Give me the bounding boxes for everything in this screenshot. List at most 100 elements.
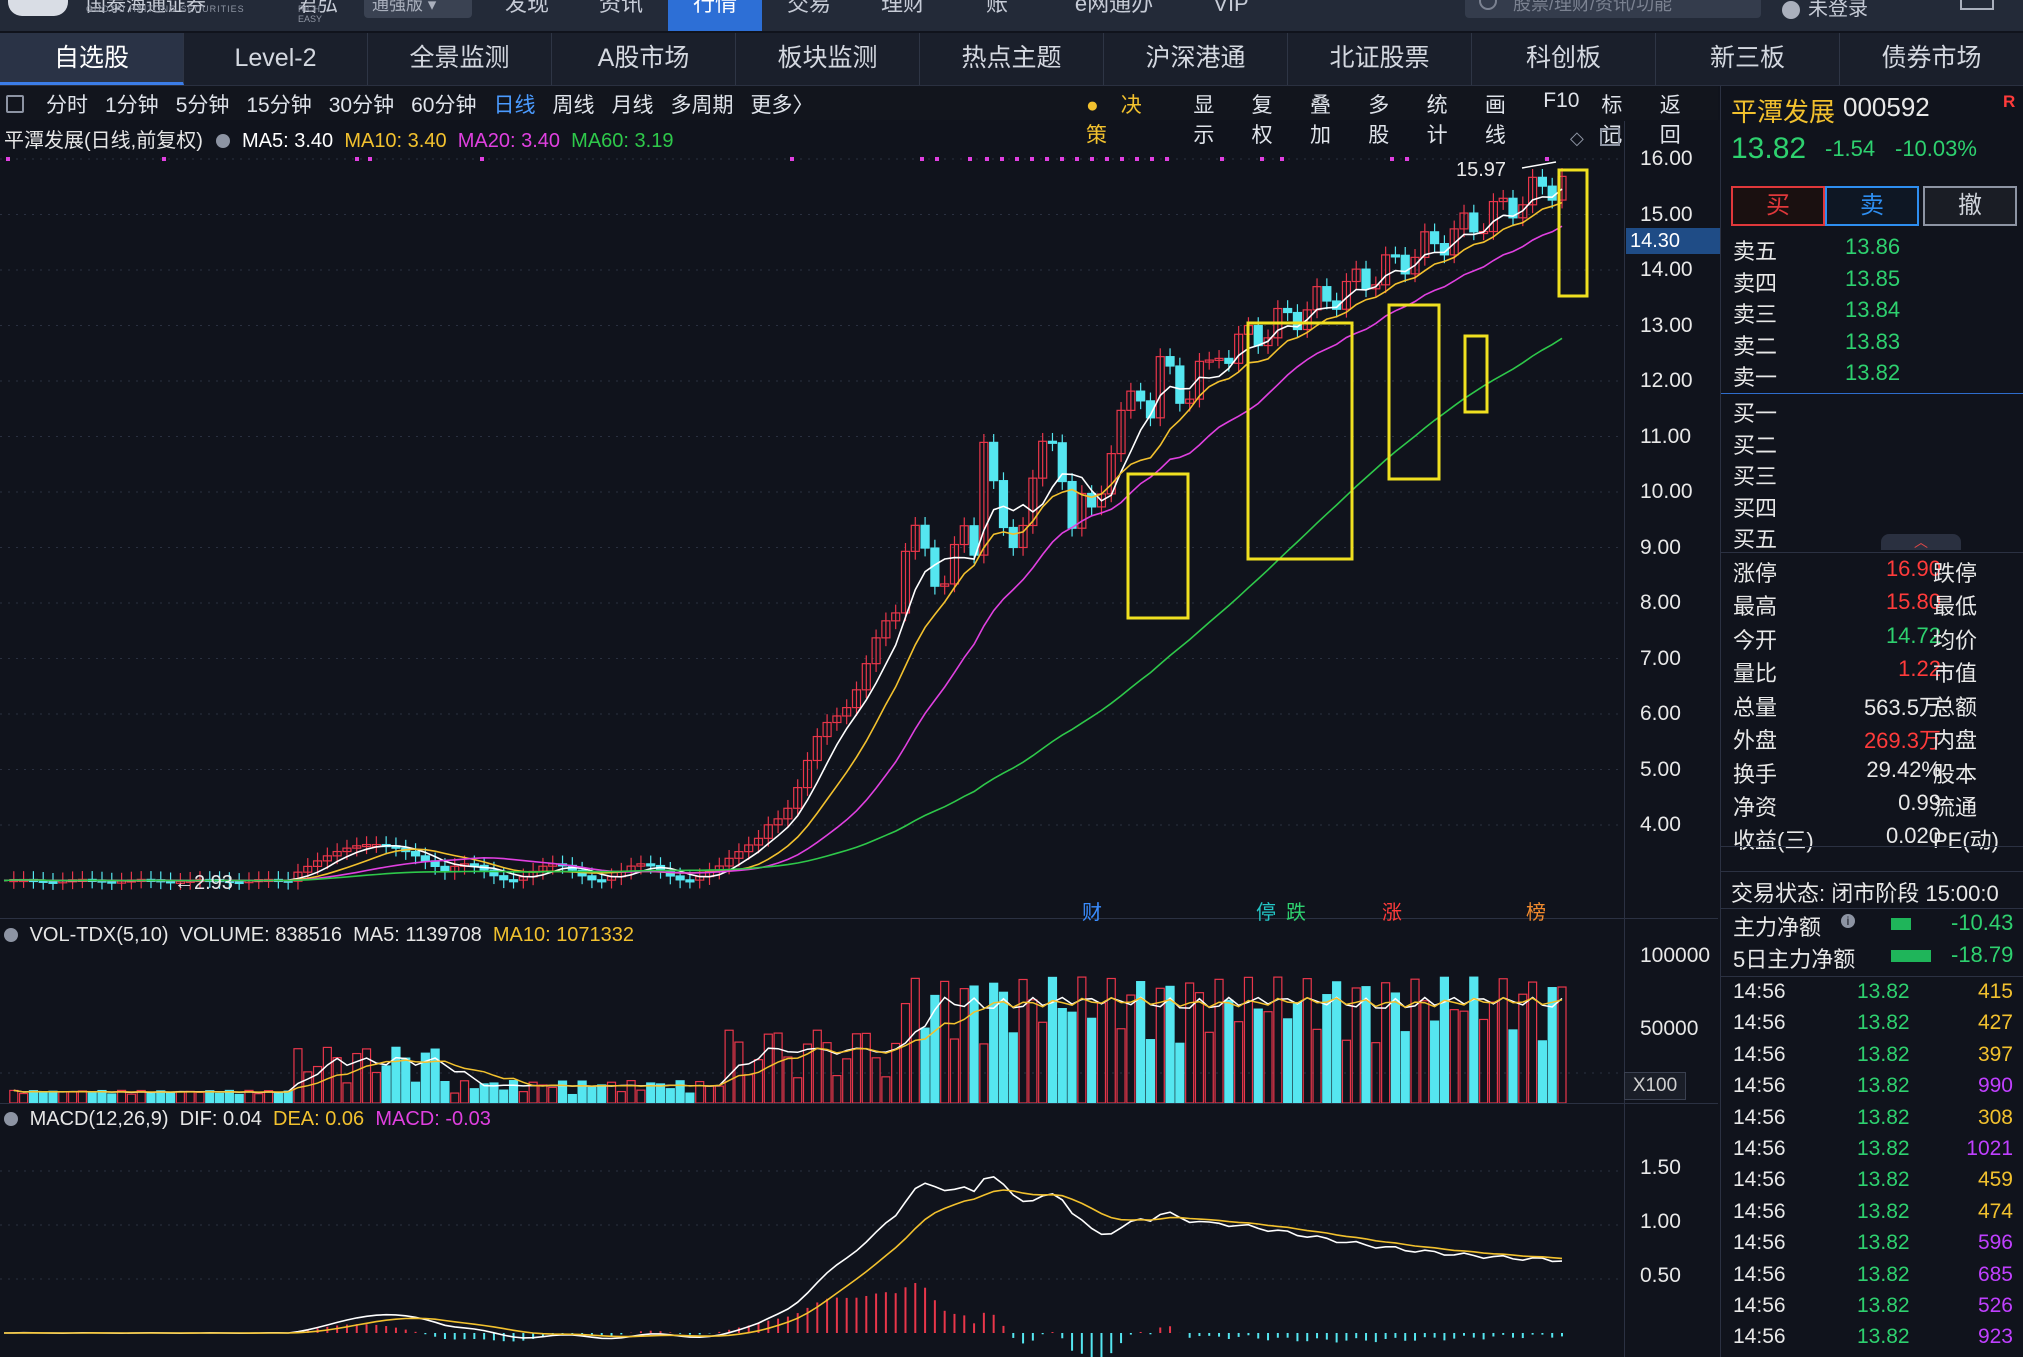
- collapse-caret-icon[interactable]: ︿: [1881, 534, 1961, 550]
- volume-bar: [518, 1091, 528, 1104]
- top-nav-item[interactable]: 资讯: [598, 0, 643, 16]
- settings-circle-icon[interactable]: [4, 928, 18, 942]
- tick-volume: 1021: [1966, 1137, 2013, 1160]
- volume-bar: [1400, 1031, 1410, 1104]
- candle-body: [1145, 400, 1156, 419]
- f10-button[interactable]: F10: [1543, 89, 1580, 112]
- panel-divider: [0, 918, 1718, 919]
- volume-bar: [1488, 1001, 1499, 1104]
- edition-dropdown[interactable]: 通强版 ▾: [364, 0, 472, 18]
- period-item[interactable]: 月线: [611, 94, 654, 117]
- stat-value: 563.5万: [1863, 695, 1941, 720]
- price-axis-label: 16.00: [1640, 147, 1693, 170]
- top-nav-item[interactable]: 发现: [504, 0, 549, 16]
- top-nav-item[interactable]: e网通办: [1074, 0, 1154, 16]
- period-item-selected[interactable]: 日线: [493, 94, 536, 117]
- tick-time: 14:56: [1733, 1199, 1786, 1223]
- main-net-5d-label: 5日主力净额: [1733, 947, 1856, 972]
- volume-bar: [1410, 978, 1420, 1104]
- event-tag-list[interactable]: 榜: [1526, 902, 1546, 924]
- ask-label: 卖一: [1733, 365, 1778, 390]
- volume-bar: [1498, 978, 1508, 1104]
- macd-line: [4, 1189, 1563, 1338]
- event-tag-finance[interactable]: 财: [1082, 902, 1102, 924]
- period-item-more[interactable]: 更多〉: [750, 94, 814, 117]
- period-item[interactable]: 5分钟: [175, 94, 230, 117]
- period-item[interactable]: 1分钟: [105, 94, 159, 117]
- volume-bar: [1361, 986, 1371, 1104]
- login-button[interactable]: 未登录: [1782, 0, 1868, 21]
- ask-label: 卖四: [1733, 271, 1778, 296]
- tab-hk-connect[interactable]: 沪深港通: [1104, 33, 1288, 85]
- sell-button[interactable]: 卖: [1825, 186, 1919, 226]
- display-button[interactable]: 显示: [1193, 94, 1215, 147]
- volume-bar: [322, 1046, 332, 1104]
- window-restore-icon[interactable]: [1960, 0, 1994, 10]
- price-axis-label: 14.00: [1640, 258, 1693, 281]
- multi-stock-button[interactable]: 多股: [1368, 94, 1390, 147]
- event-tag-rise[interactable]: 涨: [1382, 902, 1402, 924]
- period-item[interactable]: 60分钟: [411, 94, 477, 117]
- overlay-button[interactable]: 叠加: [1309, 94, 1331, 147]
- volume-bar: [1302, 978, 1312, 1104]
- top-nav-item[interactable]: 交易: [786, 0, 831, 16]
- layout-icon[interactable]: [1600, 128, 1621, 146]
- cancel-button[interactable]: 撤: [1923, 186, 2017, 226]
- stat-value: 1.22: [1898, 656, 1941, 681]
- top-nav-item[interactable]: VIP: [1213, 0, 1249, 16]
- kline-chart-canvas[interactable]: [0, 121, 1718, 1357]
- volume-bar: [254, 1093, 264, 1104]
- tab-watchlist[interactable]: 自选股: [0, 33, 184, 85]
- settings-circle-icon[interactable]: [216, 134, 231, 148]
- diamond-icon[interactable]: ◇: [1570, 128, 1584, 148]
- volume-bar: [499, 1089, 509, 1104]
- info-icon[interactable]: i: [1841, 914, 1855, 928]
- tab-star-market[interactable]: 科创板: [1472, 33, 1656, 85]
- settings-circle-icon[interactable]: [4, 1112, 18, 1126]
- ma5-value: MA5: 3.40: [242, 130, 334, 152]
- candle-body: [1361, 268, 1371, 290]
- volume-bar: [1165, 985, 1175, 1104]
- period-item[interactable]: 30分钟: [328, 94, 395, 117]
- period-item[interactable]: 15分钟: [246, 94, 312, 117]
- statistics-button[interactable]: 统计: [1426, 94, 1448, 147]
- candle-body: [842, 707, 852, 717]
- volume-bar: [469, 1088, 479, 1104]
- adjust-button[interactable]: 复权: [1251, 94, 1273, 147]
- draw-line-button[interactable]: 画线: [1484, 94, 1506, 147]
- top-nav-item[interactable]: 账: [985, 0, 1008, 16]
- tick-time: 14:56: [1733, 1011, 1786, 1035]
- back-button[interactable]: 返回: [1659, 94, 1681, 147]
- decision-button[interactable]: ● 决策: [1086, 89, 1171, 149]
- event-tag-drop[interactable]: 跌: [1286, 902, 1306, 924]
- volume-bar: [371, 1071, 381, 1104]
- candle-body: [1175, 365, 1185, 404]
- top-nav-item[interactable]: 理财: [880, 0, 925, 16]
- volume-bars: [9, 976, 1567, 1104]
- tab-bse[interactable]: 北证股票: [1288, 33, 1472, 85]
- tab-neeq[interactable]: 新三板: [1656, 33, 1840, 85]
- volume-y-label: 100000: [1640, 944, 1711, 967]
- sidebar-toggle-icon[interactable]: [6, 95, 24, 113]
- tab-panorama[interactable]: 全景监测: [368, 33, 552, 85]
- tab-bond-market[interactable]: 债券市场: [1881, 44, 1982, 72]
- period-item[interactable]: 分时: [46, 94, 88, 117]
- volume-bar: [1096, 1002, 1107, 1104]
- tick-price: 13.82: [1857, 1168, 1910, 1192]
- tab-sector-monitor[interactable]: 板块监测: [736, 33, 920, 85]
- bid-label: 买五: [1733, 527, 1778, 552]
- stat-label-right: 内盘: [1933, 728, 1978, 753]
- tab-a-share[interactable]: A股市场: [552, 33, 736, 85]
- volume-bar: [1537, 1040, 1548, 1104]
- candle-body: [881, 620, 891, 639]
- volume-bar: [1204, 1031, 1214, 1104]
- buy-button[interactable]: 买: [1731, 186, 1825, 226]
- period-item[interactable]: 多周期: [670, 94, 734, 117]
- tab-level2[interactable]: Level-2: [184, 33, 368, 85]
- top-nav-item-active[interactable]: 行情: [668, 0, 762, 31]
- tab-hot-topics[interactable]: 热点主题: [920, 33, 1104, 85]
- event-tag-halt[interactable]: 停: [1256, 902, 1276, 924]
- period-item[interactable]: 周线: [552, 94, 595, 117]
- search-input[interactable]: 股票/理财/资讯/功能: [1465, 0, 1761, 18]
- volume-bar: [18, 1092, 29, 1104]
